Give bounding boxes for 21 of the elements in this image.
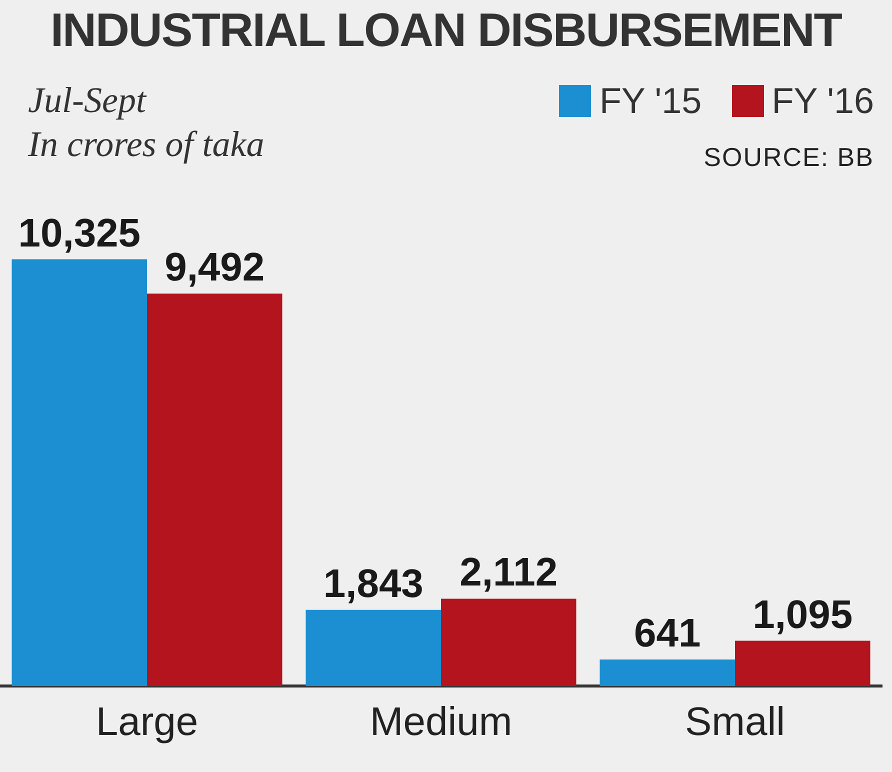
x-tick-label: Large (96, 700, 198, 744)
x-tick-label: Medium (370, 700, 512, 744)
bar (735, 640, 870, 686)
bar (441, 598, 576, 686)
y-axis-title: In crores of taka (28, 123, 264, 166)
data-label: 2,112 (460, 550, 558, 595)
chart-title: INDUSTRIAL LOAN DISBURSEMENT (49, 2, 843, 57)
bar (600, 660, 735, 686)
data-label: 10,325 (18, 211, 141, 256)
bar (12, 259, 147, 686)
data-label: 641 (634, 612, 701, 656)
x-tick-label: Small (684, 700, 786, 744)
chart-subtitle: Jul-Sept (28, 79, 148, 122)
bar (306, 610, 441, 686)
legend-label: FY '16 (772, 80, 874, 122)
legend-label: FY '15 (599, 80, 702, 122)
bar (147, 294, 282, 686)
data-label: 1,095 (752, 592, 853, 637)
data-label: 1,843 (323, 562, 424, 606)
data-label: 9,492 (164, 246, 265, 290)
source-note: SOURCE: BB (704, 142, 874, 173)
